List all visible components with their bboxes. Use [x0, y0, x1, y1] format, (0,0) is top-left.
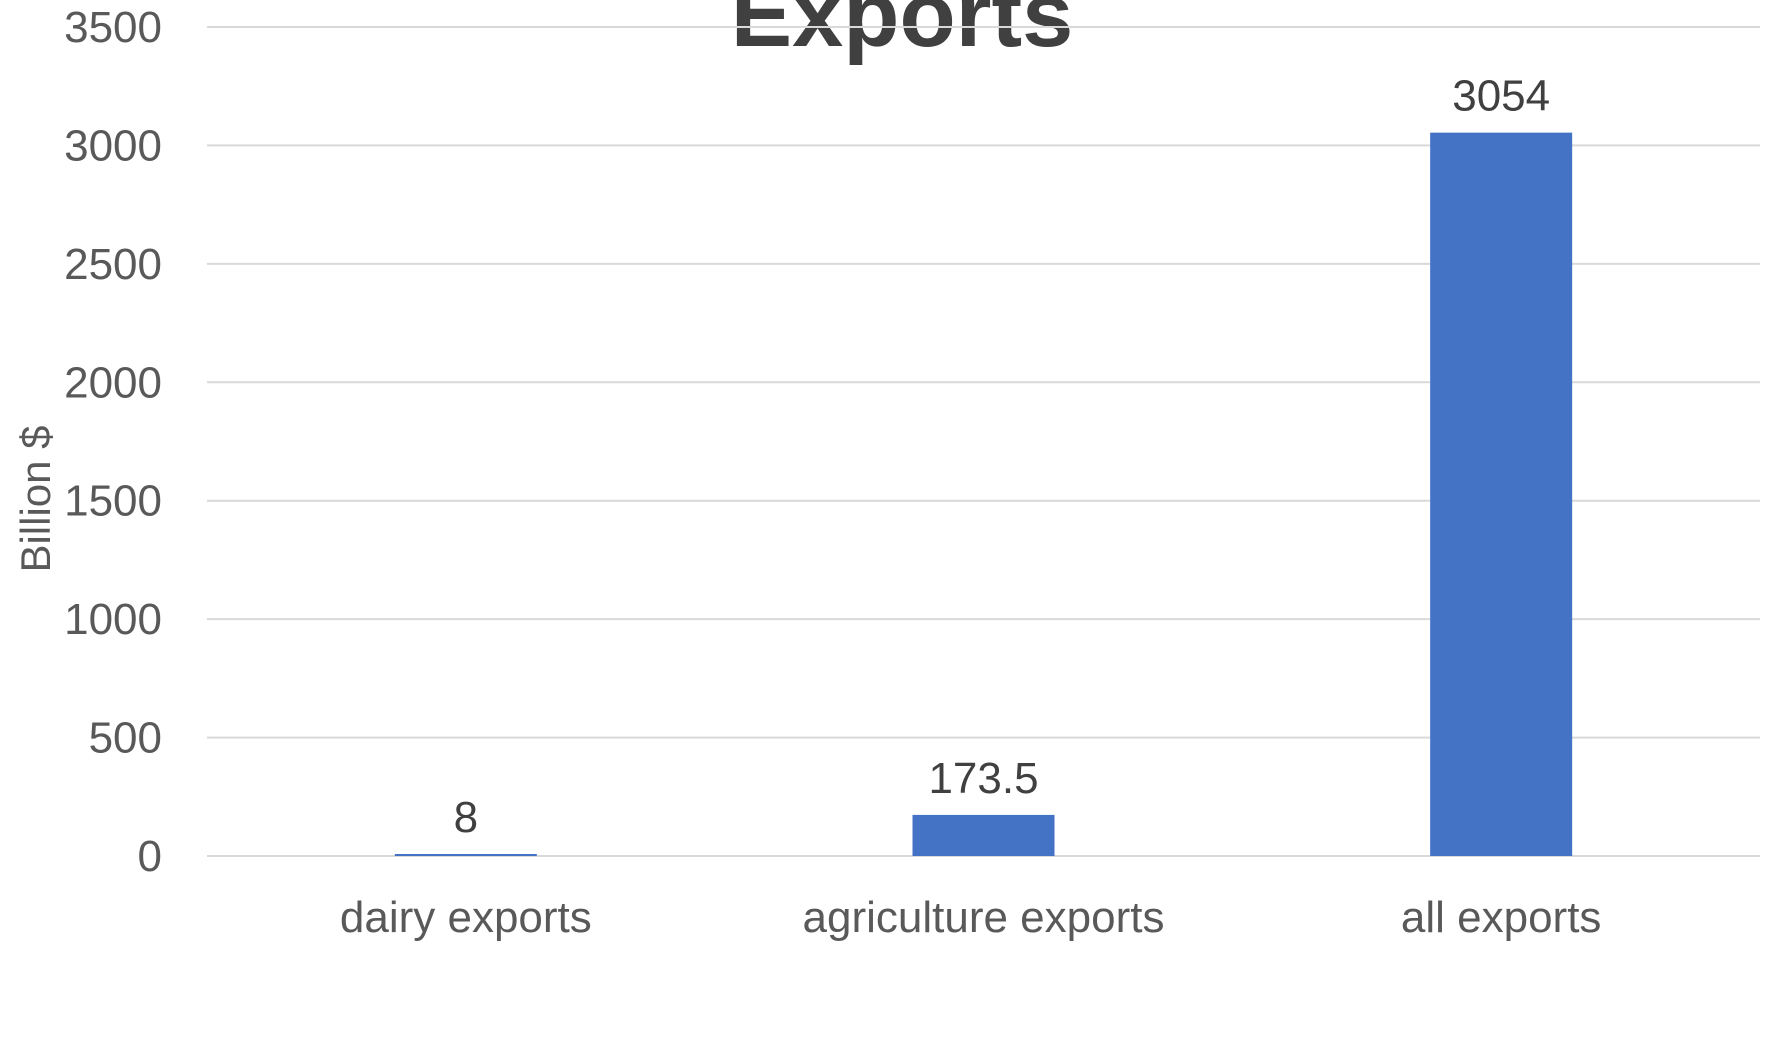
data-label: 173.5 — [928, 754, 1038, 803]
bar — [912, 814, 1055, 856]
chart-title: Exports — [731, 0, 1074, 66]
y-tick-label: 2000 — [64, 358, 162, 407]
y-tick-label: 1000 — [64, 595, 162, 644]
y-tick-label: 0 — [138, 832, 162, 881]
y-axis-label: Billion $ — [12, 425, 59, 572]
y-tick-label: 500 — [89, 714, 162, 763]
data-labels: 8 173.5 3054 — [454, 72, 1551, 842]
bar — [394, 854, 537, 856]
bars — [394, 132, 1573, 856]
y-axis-ticks: 0 500 1000 1500 2000 2500 3000 3500 — [64, 3, 162, 881]
data-label: 3054 — [1452, 72, 1550, 121]
x-category-label: all exports — [1401, 893, 1602, 942]
x-category-label: dairy exports — [340, 893, 592, 942]
gridlines — [207, 26, 1760, 857]
x-axis-categories: dairy exports agriculture exports all expo… — [340, 893, 1602, 942]
y-tick-label: 2500 — [64, 240, 162, 289]
x-category-label: agriculture exports — [803, 893, 1165, 942]
y-tick-label: 1500 — [64, 477, 162, 526]
y-tick-label: 3500 — [64, 3, 162, 52]
y-tick-label: 3000 — [64, 121, 162, 170]
data-label: 8 — [454, 793, 478, 842]
bar — [1430, 132, 1573, 856]
